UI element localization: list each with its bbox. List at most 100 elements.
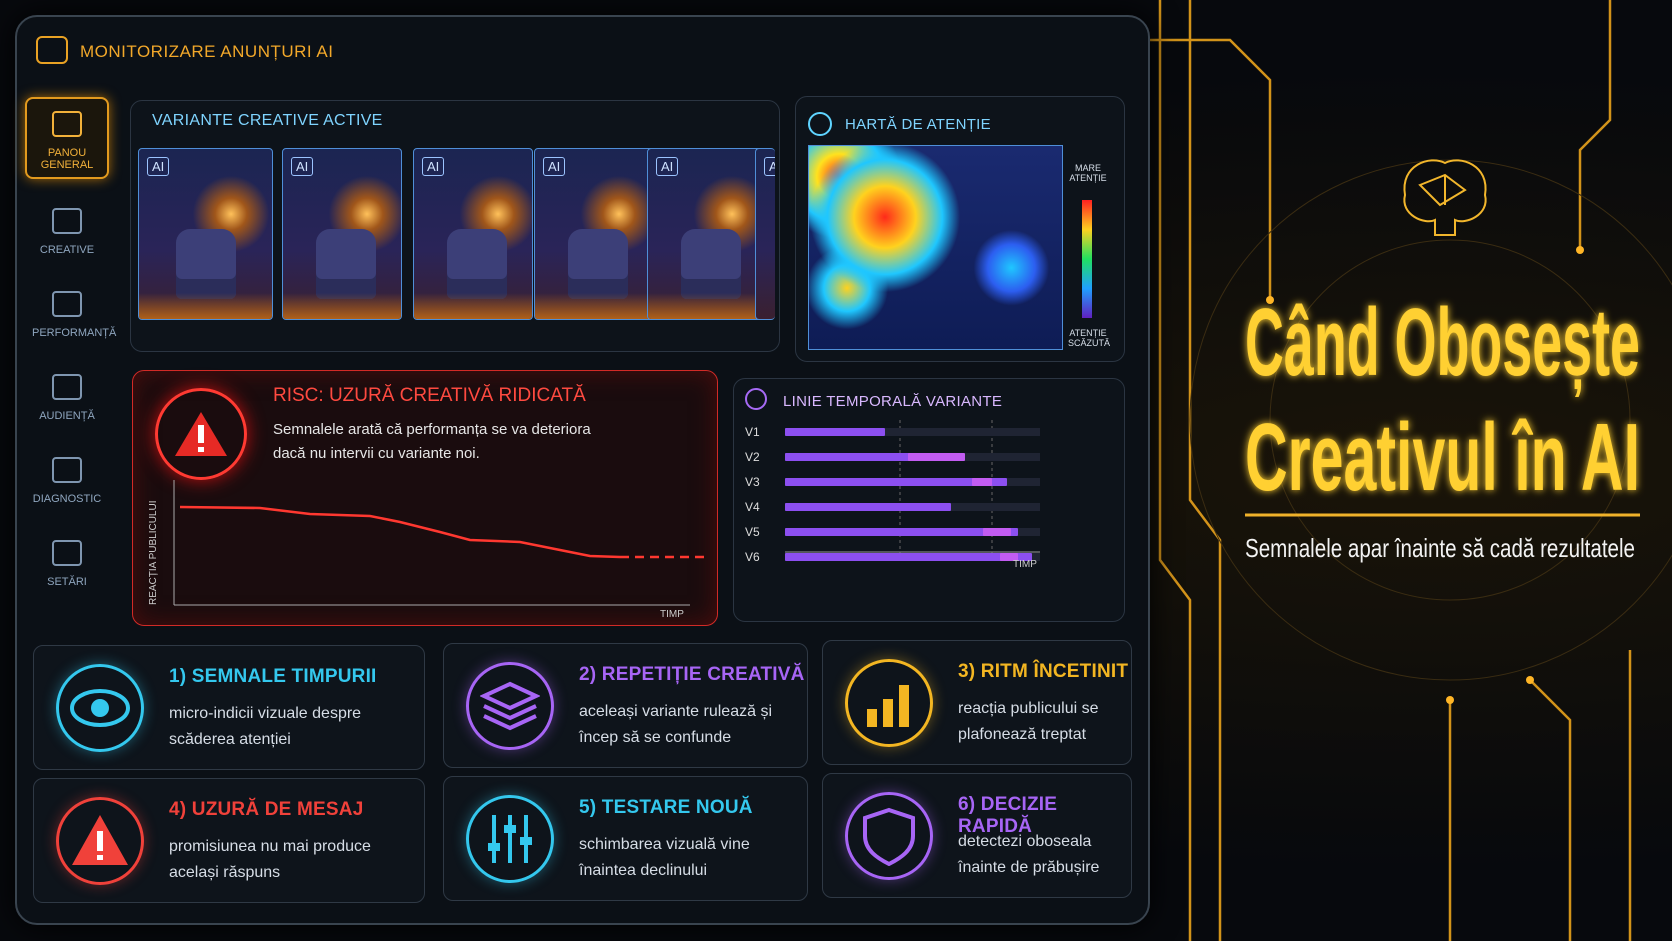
- nav-label: DIAGNOSTIC: [32, 493, 102, 505]
- chair: [568, 229, 629, 299]
- track: [785, 428, 1040, 436]
- ai-badge: AI: [147, 157, 170, 176]
- nav-icon: [52, 111, 82, 137]
- nav-label: PANOU GENERAL: [40, 147, 94, 171]
- card-icon: [466, 795, 554, 883]
- icon-glyph: [488, 815, 532, 863]
- risk-chart: REACȚIA PUBLICULUI TIMP: [148, 480, 705, 620]
- card-text: detectezi oboseala înainte de prăbușire: [958, 833, 1100, 876]
- floor-glow: [283, 293, 401, 319]
- segment: [785, 528, 1018, 536]
- risk-title: RISC: UZURĂ CREATIVĂ RIDICATĂ: [273, 385, 586, 406]
- row-label: V1: [745, 425, 760, 439]
- card-title: 6) DECIZIE RAPIDĂ: [958, 794, 1058, 837]
- nav-label: AUDIENȚĂ: [39, 410, 95, 422]
- card-icon: [466, 662, 554, 750]
- ai-badge: AI: [291, 157, 314, 176]
- feature-card: 6) DECIZIE RAPIDĂ detectezi oboseala înai…: [822, 773, 1132, 898]
- segment: [1000, 553, 1018, 561]
- card-icon: [56, 797, 144, 885]
- legend-scale: [1082, 200, 1092, 318]
- clock-icon: [745, 388, 767, 410]
- chair: [176, 229, 237, 299]
- creative-thumb: AI: [534, 148, 654, 320]
- card-text: reacția publicului se plafonează treptat: [958, 700, 1099, 743]
- nav-icon: [52, 208, 82, 234]
- row-label: V4: [745, 500, 760, 514]
- segment: [908, 453, 965, 461]
- segment: [983, 528, 1011, 536]
- feature-card: 5) TESTARE NOUĂ schimbarea vizuală vine î…: [443, 776, 808, 901]
- nav-icon: [52, 457, 82, 483]
- logo: [36, 36, 68, 64]
- nav-item[interactable]: AUDIENȚĂ: [25, 346, 109, 428]
- card-title: 4) UZURĂ DE MESAJ: [169, 799, 364, 820]
- legend-low: ATENȚIE SCĂZUTĂ: [1068, 328, 1111, 348]
- feature-card: 4) UZURĂ DE MESAJ promisiunea nu mai prod…: [33, 778, 425, 903]
- nav-item[interactable]: CREATIVE: [25, 180, 109, 262]
- card-title: 5) TESTARE NOUĂ: [579, 797, 753, 818]
- card-text: promisiunea nu mai produce același răspu…: [169, 838, 371, 881]
- nav-label: CREATIVE: [39, 244, 95, 256]
- circuit-decor: [1150, 0, 1672, 941]
- card-icon: [845, 659, 933, 747]
- chair: [447, 229, 508, 299]
- icon-glyph: [70, 689, 130, 727]
- chair: [316, 229, 377, 299]
- feature-card: 2) REPETIȚIE CREATIVĂ aceleași variante r…: [443, 643, 808, 768]
- timeline-chart: V1 V2 V3 V4 V5 V6 TIMP: [745, 420, 1040, 570]
- segment: [785, 503, 951, 511]
- creative-thumb: AI: [413, 148, 533, 320]
- icon-glyph: [72, 815, 128, 865]
- hero-title: Când Obosește: [1245, 289, 1640, 397]
- timeline-panel: [733, 378, 1125, 622]
- nav-item[interactable]: PERFORMANȚĂ: [25, 263, 117, 345]
- floor-glow: [535, 293, 653, 319]
- creative-thumb: AI: [282, 148, 402, 320]
- card-title: 3) RITM ÎNCETINIT: [958, 661, 1129, 682]
- row-label: V2: [745, 450, 760, 464]
- floor-glow: [648, 293, 766, 319]
- creative-thumb: AI: [647, 148, 767, 320]
- feature-card: 3) RITM ÎNCETINIT reacția publicului se p…: [822, 640, 1132, 765]
- ai-badge: AI: [656, 157, 679, 176]
- y-label: REACȚIA PUBLICULUI: [148, 501, 159, 605]
- x-label: TIMP: [1013, 559, 1037, 570]
- nav-icon: [52, 291, 82, 317]
- nav-item[interactable]: DIAGNOSTIC: [25, 429, 109, 511]
- hero: Când Obosește Creativul în AI Semnalele …: [1245, 289, 1640, 563]
- panel-title: HARTĂ DE ATENȚIE: [845, 116, 991, 133]
- eye-icon: [808, 112, 832, 136]
- card-text: micro-indicii vizuale despre scăderea at…: [169, 705, 362, 748]
- panel-title: VARIANTE CREATIVE ACTIVE: [152, 112, 383, 129]
- card-icon: [845, 792, 933, 880]
- nav-icon: [52, 540, 82, 566]
- nav-item[interactable]: SETĂRI: [25, 512, 109, 594]
- card-text: schimbarea vizuală vine înaintea declinu…: [579, 836, 750, 879]
- panel-title: LINIE TEMPORALĂ VARIANTE: [783, 393, 1003, 410]
- row-label: V3: [745, 475, 760, 489]
- icon-glyph: [867, 685, 909, 727]
- nav-icon: [52, 374, 82, 400]
- legend-high: MARE ATENȚIE: [1069, 163, 1107, 183]
- warning-icon: [155, 388, 247, 480]
- ai-badge: AI: [422, 157, 445, 176]
- segment: [785, 553, 1032, 561]
- nav-label: SETĂRI: [47, 576, 87, 588]
- nav-label: PERFORMANȚĂ: [32, 327, 117, 339]
- heatmap: [808, 145, 1063, 350]
- feature-card: 1) SEMNALE TIMPURII micro-indicii vizuale…: [33, 645, 425, 770]
- ai-badge: AI: [543, 157, 566, 176]
- x-label: TIMP: [660, 609, 684, 620]
- hero-title: Creativul în AI: [1245, 404, 1640, 511]
- row-label: V5: [745, 525, 760, 539]
- nav-item[interactable]: PANOU GENERAL: [25, 97, 109, 179]
- risk-text: Semnalele arată că performanța se va det…: [273, 421, 591, 462]
- icon-glyph: [480, 681, 540, 731]
- segment: [972, 478, 992, 486]
- row-label: V6: [745, 550, 760, 564]
- segment: [785, 478, 1007, 486]
- icon-glyph: [863, 807, 915, 866]
- floor-glow: [139, 293, 272, 319]
